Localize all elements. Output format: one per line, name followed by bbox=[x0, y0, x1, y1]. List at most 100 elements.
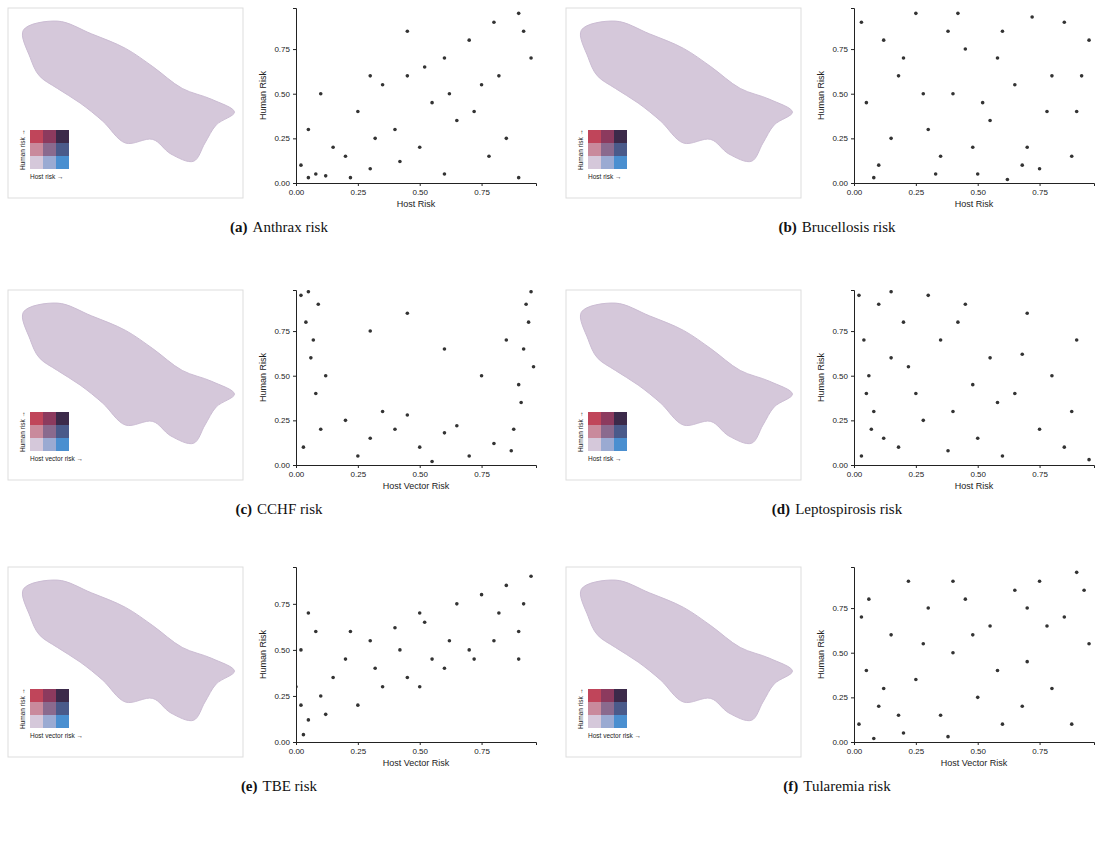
point bbox=[1075, 338, 1079, 342]
point bbox=[430, 460, 434, 464]
point bbox=[889, 137, 893, 141]
tick: 0.75 bbox=[274, 327, 296, 336]
point bbox=[487, 154, 491, 158]
tick-mark bbox=[851, 608, 854, 609]
legend-swatch bbox=[614, 425, 627, 438]
tick-mark bbox=[293, 650, 296, 651]
axis-line bbox=[855, 743, 1095, 746]
point bbox=[897, 74, 901, 78]
point bbox=[356, 110, 360, 114]
legend-swatch bbox=[588, 438, 601, 451]
tick-mark bbox=[293, 331, 296, 332]
point bbox=[867, 374, 871, 378]
tick-mark bbox=[1040, 183, 1041, 186]
point bbox=[882, 38, 886, 42]
legend-swatch bbox=[56, 438, 69, 451]
panel-label: (a) bbox=[230, 219, 248, 236]
point bbox=[964, 47, 968, 51]
tick: 0.50 bbox=[970, 742, 986, 756]
tick: 0.75 bbox=[832, 327, 854, 336]
point bbox=[1038, 167, 1042, 171]
legend-swatch bbox=[56, 130, 69, 143]
point bbox=[368, 639, 372, 643]
tick: 0.25 bbox=[351, 183, 367, 197]
map-frame bbox=[8, 567, 243, 757]
tick: 0.25 bbox=[832, 134, 854, 143]
tick: 0.75 bbox=[1032, 183, 1048, 197]
legend-swatch bbox=[588, 715, 601, 728]
caption: (b)Brucellosis risk bbox=[778, 219, 896, 236]
points bbox=[296, 574, 533, 736]
point bbox=[1045, 624, 1049, 628]
point bbox=[971, 145, 975, 149]
legend-swatch bbox=[614, 702, 627, 715]
point bbox=[393, 128, 397, 132]
legend-x-label: Host vector risk → bbox=[588, 732, 641, 739]
legend-swatch bbox=[601, 438, 614, 451]
tick-mark bbox=[293, 742, 296, 743]
tick: 0.00 bbox=[289, 465, 305, 479]
point bbox=[1082, 588, 1086, 592]
point bbox=[882, 436, 886, 440]
tick-label: 0.00 bbox=[847, 188, 863, 197]
point bbox=[877, 163, 881, 167]
point bbox=[921, 642, 925, 646]
panel-title: CCHF risk bbox=[257, 501, 323, 517]
tick-label: 0.25 bbox=[274, 692, 290, 701]
caption: (f) Tularemia risk bbox=[783, 778, 891, 795]
point bbox=[939, 154, 943, 158]
tick: 0.25 bbox=[832, 416, 854, 425]
point bbox=[324, 713, 328, 717]
axis-line bbox=[851, 568, 855, 743]
legend-swatch bbox=[56, 425, 69, 438]
point bbox=[1050, 687, 1054, 691]
point bbox=[865, 392, 869, 396]
tick-label: 0.75 bbox=[274, 45, 290, 54]
panel: Human risk →Host vector risk →0.000.250.… bbox=[8, 567, 537, 795]
point bbox=[319, 694, 323, 698]
tick-label: 0.50 bbox=[832, 372, 848, 381]
point bbox=[1038, 579, 1042, 583]
map-region bbox=[22, 21, 234, 162]
point bbox=[939, 338, 943, 342]
point bbox=[517, 12, 521, 16]
legend-swatch bbox=[30, 156, 43, 169]
tick-label: 0.00 bbox=[832, 179, 848, 188]
point bbox=[1013, 392, 1017, 396]
y-axis-title: Human Risk bbox=[258, 352, 268, 402]
tick: 0.75 bbox=[274, 600, 296, 609]
point bbox=[467, 648, 471, 652]
tick-mark bbox=[293, 376, 296, 377]
tick-label: 0.25 bbox=[909, 188, 925, 197]
point bbox=[870, 427, 874, 431]
point bbox=[331, 676, 335, 680]
point bbox=[1025, 145, 1029, 149]
bivariate-legend: Human risk →Host vector risk → bbox=[577, 688, 641, 739]
point bbox=[307, 290, 311, 294]
point bbox=[418, 145, 422, 149]
legend-swatch bbox=[588, 412, 601, 425]
legend-swatch bbox=[56, 715, 69, 728]
point bbox=[381, 685, 385, 689]
point bbox=[319, 427, 323, 431]
point bbox=[368, 74, 372, 78]
point bbox=[497, 611, 501, 615]
legend-swatch bbox=[601, 425, 614, 438]
panel-title: Tularemia risk bbox=[803, 778, 891, 794]
point bbox=[897, 713, 901, 717]
legend-swatch bbox=[614, 156, 627, 169]
panel-label: (f) bbox=[783, 778, 798, 795]
x-axis: 0.000.250.500.75 bbox=[847, 183, 1095, 197]
tick: 0.50 bbox=[970, 465, 986, 479]
point bbox=[349, 176, 353, 180]
point bbox=[517, 630, 521, 634]
caption: (c)CCHF risk bbox=[235, 501, 323, 518]
point bbox=[522, 29, 526, 33]
legend-y-label: Human risk → bbox=[577, 411, 584, 452]
legend-swatch bbox=[43, 702, 56, 715]
tick: 0.75 bbox=[474, 465, 490, 479]
tick-mark bbox=[851, 49, 854, 50]
y-axis-title: Human Risk bbox=[816, 629, 826, 679]
y-axis: 0.000.250.500.75 bbox=[832, 9, 854, 189]
tick-mark bbox=[851, 697, 854, 698]
